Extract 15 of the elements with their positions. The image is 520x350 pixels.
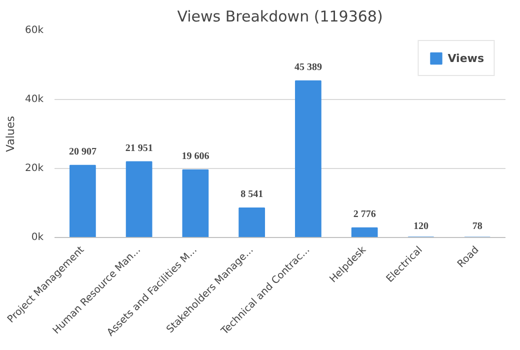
y-axis-title: Values <box>4 116 17 152</box>
y-tick-label: 20k <box>24 163 44 174</box>
data-label: 21 951 <box>125 142 153 154</box>
data-label: 8 541 <box>240 189 264 200</box>
data-label: 2 776 <box>353 208 376 220</box>
data-label: 19 606 <box>182 150 210 162</box>
legend-label: Views <box>448 52 484 64</box>
data-label: 45 389 <box>294 62 322 73</box>
chart-title: Views Breakdown (119368) <box>177 8 383 26</box>
data-label: 78 <box>472 221 482 232</box>
y-tick-label: 60k <box>24 25 44 36</box>
y-tick-label: 0k <box>31 232 44 243</box>
y-tick-label: 40k <box>24 94 44 105</box>
data-label: 20 907 <box>68 146 96 158</box>
data-label: 120 <box>413 221 428 232</box>
